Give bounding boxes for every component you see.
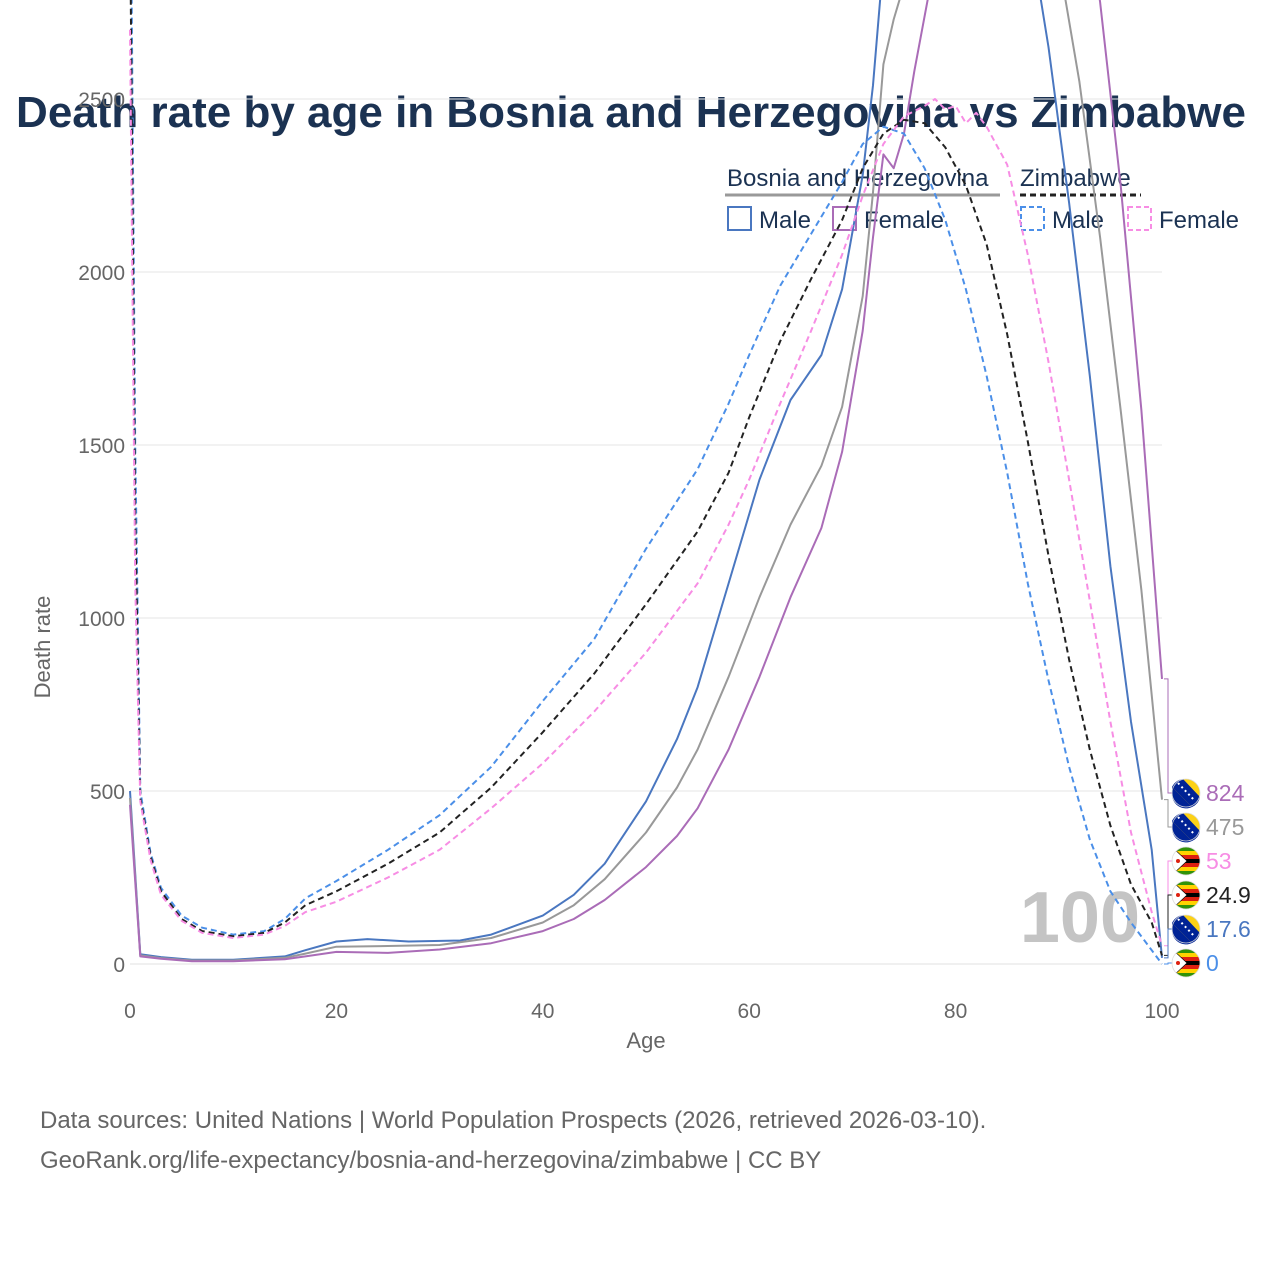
legend-group-title: Zimbabwe <box>1020 165 1131 192</box>
legend-item-label: Male <box>759 207 811 234</box>
series-line-bosnia-and-herzegovina-male <box>129 0 1163 961</box>
x-axis-title: Age <box>626 1028 665 1053</box>
footer-link[interactable]: GeoRank.org/life-expectancy/bosnia-and-h… <box>40 1147 822 1174</box>
x-tick-label: 40 <box>531 1000 554 1023</box>
series-line-bosnia-and-herzegovina-female <box>129 0 1163 963</box>
y-tick-label: 2000 <box>78 262 125 285</box>
legend-item-label: Male <box>1052 207 1104 234</box>
legend-item-label: Female <box>1159 207 1239 234</box>
legend-swatch <box>832 206 857 231</box>
y-tick-label: 0 <box>113 954 125 977</box>
series-line-zimbabwe-female <box>129 29 1163 946</box>
end-label-connector <box>1164 678 1172 794</box>
legend-swatch <box>727 206 752 231</box>
end-label-connector <box>1164 799 1172 828</box>
flag-icon <box>1171 778 1201 809</box>
legend-item-label: Female <box>864 207 944 234</box>
x-tick-label: 100 <box>1144 1000 1179 1023</box>
flag-icon <box>1171 846 1201 876</box>
end-label-connector <box>1164 894 1172 956</box>
end-label-value: 0 <box>1206 950 1219 976</box>
chart-title: Death rate by age in Bosnia and Herzegov… <box>16 88 1246 137</box>
legend-swatch <box>1127 206 1152 231</box>
axes: 0500100015002000250030003500020406080100… <box>30 89 1180 1053</box>
x-tick-label: 80 <box>944 1000 967 1023</box>
frame-label: 100 <box>1020 878 1140 958</box>
y-axis-title: Death rate <box>30 596 55 699</box>
end-labels: 824 475 53 24.9 17.6 0 <box>1164 678 1251 978</box>
series-line-bosnia-and-herzegovina-total <box>129 0 1163 962</box>
gridlines <box>130 98 1162 792</box>
end-label-connector <box>1164 962 1172 965</box>
end-label-connector <box>1164 928 1172 959</box>
flag-icon <box>1171 914 1201 945</box>
x-tick-label: 20 <box>325 1000 348 1023</box>
y-tick-label: 2500 <box>78 89 125 112</box>
footer-source: Data sources: United Nations | World Pop… <box>40 1107 987 1134</box>
y-tick-label: 500 <box>90 781 125 804</box>
series-line-zimbabwe-male <box>130 0 1163 965</box>
y-tick-label: 1500 <box>78 435 125 458</box>
flag-icon <box>1171 948 1201 978</box>
end-label-value: 24.9 <box>1206 882 1251 908</box>
end-label-value: 53 <box>1206 848 1232 874</box>
end-label-value: 475 <box>1206 814 1244 840</box>
end-label-value: 17.6 <box>1206 916 1251 942</box>
flag-icon <box>1171 880 1201 910</box>
legend-swatch <box>1020 206 1045 231</box>
series-line-zimbabwe-total <box>129 0 1163 956</box>
series-layer <box>129 0 1163 965</box>
x-tick-label: 0 <box>124 1000 136 1023</box>
flag-icon <box>1171 812 1201 843</box>
y-tick-label: 1000 <box>78 608 125 631</box>
end-label-value: 824 <box>1206 780 1245 806</box>
x-tick-label: 60 <box>738 1000 761 1023</box>
